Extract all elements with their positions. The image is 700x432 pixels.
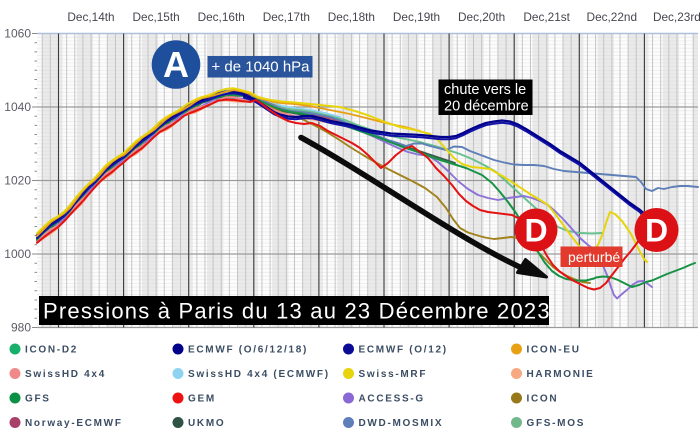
svg-text:UKMO: UKMO [188,418,225,429]
svg-text:D: D [524,213,547,249]
svg-text:980: 980 [11,321,31,335]
svg-text:Dec,17th: Dec,17th [263,10,310,24]
svg-text:DWD-MOSMIX: DWD-MOSMIX [359,418,444,429]
svg-text:1060: 1060 [4,27,31,41]
svg-text:ICON-EU: ICON-EU [527,345,581,356]
svg-text:GFS: GFS [25,394,51,405]
svg-text:chute vers le: chute vers le [444,82,526,98]
svg-text:Dec,14th: Dec,14th [67,10,114,24]
svg-text:20 décembre: 20 décembre [444,99,529,115]
svg-text:Pressions à Paris du 13 au 23: Pressions à Paris du 13 au 23 Décembre 2… [43,299,551,324]
svg-text:ICON: ICON [527,394,559,405]
svg-text:Dec,18th: Dec,18th [328,10,375,24]
svg-text:D: D [645,213,668,249]
svg-text:ICON-D2: ICON-D2 [25,345,78,356]
svg-text:perturbé: perturbé [568,249,620,265]
svg-text:+ de 1040 hPa: + de 1040 hPa [212,59,311,76]
svg-text:Dec,16th: Dec,16th [198,10,245,24]
svg-text:ECMWF (O/6/12/18): ECMWF (O/6/12/18) [188,345,308,356]
svg-text:Dec,21st: Dec,21st [523,10,570,24]
svg-text:ACCESS-G: ACCESS-G [359,394,425,405]
svg-text:Dec,22nd: Dec,22nd [587,10,638,24]
svg-text:Swiss-MRF: Swiss-MRF [359,369,428,380]
svg-text:GEM: GEM [188,394,216,405]
svg-text:GFS-MOS: GFS-MOS [527,418,586,429]
svg-text:Dec,23rd: Dec,23rd [653,10,700,24]
svg-text:Dec,15th: Dec,15th [132,10,179,24]
svg-text:A: A [163,44,189,85]
svg-text:SwissHD 4x4: SwissHD 4x4 [25,369,106,380]
svg-text:Norway-ECMWF: Norway-ECMWF [25,418,123,429]
svg-text:ECMWF (O/12): ECMWF (O/12) [359,345,448,356]
svg-text:Dec,20th: Dec,20th [458,10,505,24]
svg-text:SwissHD 4x4 (ECMWF): SwissHD 4x4 (ECMWF) [188,369,330,380]
svg-text:1020: 1020 [4,174,31,188]
svg-text:1000: 1000 [4,247,31,261]
svg-text:1040: 1040 [4,100,31,114]
svg-text:HARMONIE: HARMONIE [527,369,595,380]
svg-text:Dec,19th: Dec,19th [393,10,440,24]
